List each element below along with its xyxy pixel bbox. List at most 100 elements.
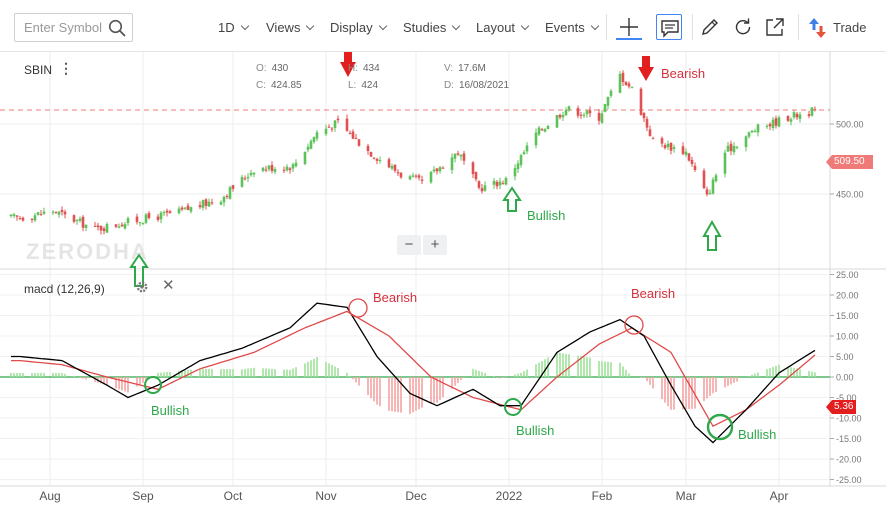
candle-body: [292, 164, 295, 168]
candle-body: [313, 137, 316, 142]
candle-body: [136, 217, 139, 223]
chart-toolbar: 1D Views Display Studies Layout Events T…: [0, 0, 886, 52]
candle-body: [589, 110, 592, 113]
candle-body: [52, 212, 55, 213]
studies-menu[interactable]: Studies: [403, 20, 459, 35]
candle-body: [43, 212, 46, 214]
candle-body: [334, 121, 337, 128]
candle-body: [316, 132, 319, 138]
candle-body: [748, 132, 751, 136]
macd-tick-label: 0.00: [836, 373, 854, 383]
candle-body: [625, 82, 628, 85]
macd-tick-label: -15.00: [836, 434, 862, 444]
bearish-arrow-icon: [638, 56, 654, 81]
refresh-button[interactable]: [730, 14, 756, 40]
zoom-in-button[interactable]: +: [423, 235, 447, 255]
candle-body: [394, 165, 397, 171]
candle-body: [16, 216, 19, 217]
candle-body: [325, 129, 328, 134]
events-menu[interactable]: Events: [545, 20, 598, 35]
symbol-search-box[interactable]: [14, 13, 133, 42]
candle-body: [331, 129, 334, 130]
candle-body: [226, 196, 229, 197]
bearish-crossover-marker: [349, 299, 367, 317]
candle-body: [229, 187, 232, 199]
candle-body: [379, 160, 382, 161]
month-tick-label: 2022: [496, 489, 523, 503]
candle-body: [169, 211, 172, 213]
candle-body: [22, 218, 25, 221]
candle-body: [55, 212, 58, 213]
candle-body: [97, 225, 100, 227]
popout-button[interactable]: [762, 14, 788, 40]
candle-body: [706, 189, 709, 194]
kebab-menu-icon[interactable]: ⋮: [59, 61, 73, 75]
candle-body: [100, 226, 103, 231]
candle-body: [505, 178, 508, 185]
candle-body: [76, 220, 79, 221]
candle-body: [751, 131, 754, 133]
candle-body: [94, 226, 97, 227]
close-icon[interactable]: ✕: [162, 278, 175, 294]
candle-body: [631, 87, 634, 88]
gear-icon[interactable]: [135, 280, 149, 294]
candle-body: [769, 124, 772, 126]
candle-body: [481, 188, 484, 191]
candle-body: [664, 145, 667, 148]
chevron-down-icon: [591, 22, 599, 30]
chart-area[interactable]: 500.00 450.00 25.00 20.00 15.00 10.00 5.00 0.0…: [0, 52, 886, 519]
candle-body: [562, 115, 565, 117]
candle-body: [514, 168, 517, 176]
crosshair-button[interactable]: [616, 14, 642, 40]
candle-body: [787, 116, 790, 121]
candle-body: [772, 120, 775, 128]
chart-canvas[interactable]: 500.00 450.00 25.00 20.00 15.00 10.00 5.00 0.0…: [0, 52, 886, 519]
candle-body: [397, 172, 400, 173]
popout-icon: [762, 14, 788, 40]
price-tick-label: 500.00: [836, 120, 864, 130]
candle-body: [433, 170, 436, 172]
candle-body: [565, 110, 568, 115]
candle-body: [544, 129, 547, 132]
candle-body: [10, 215, 13, 217]
views-menu[interactable]: Views: [266, 20, 313, 35]
comment-button[interactable]: [656, 14, 682, 40]
candle-body: [265, 169, 268, 170]
zoom-out-button[interactable]: −: [397, 235, 421, 255]
candle-body: [691, 160, 694, 164]
candle-body: [178, 209, 181, 214]
candle-body: [652, 138, 655, 139]
candle-body: [460, 155, 463, 157]
interval-dropdown[interactable]: 1D: [218, 20, 248, 35]
candle-body: [733, 146, 736, 152]
events-label: Events: [545, 20, 585, 35]
candle-body: [730, 144, 733, 151]
candle-body: [715, 175, 718, 181]
candle-body: [775, 118, 778, 125]
candle-body: [493, 181, 496, 185]
draw-button[interactable]: [697, 14, 723, 40]
candle-body: [661, 138, 664, 144]
symbol-search-input[interactable]: [15, 14, 107, 41]
candle-body: [436, 169, 439, 172]
ohlc-high: H: 434: [348, 63, 380, 74]
candle-body: [157, 217, 160, 220]
candle-body: [310, 141, 313, 149]
display-menu[interactable]: Display: [330, 20, 386, 35]
candle-body: [181, 208, 184, 210]
candle-body: [580, 115, 583, 116]
layout-label: Layout: [476, 20, 515, 35]
search-icon[interactable]: [108, 19, 126, 37]
candle-body: [127, 218, 130, 223]
ohlc-low: L: 424: [348, 80, 378, 91]
candle-body: [349, 133, 352, 134]
layout-menu[interactable]: Layout: [476, 20, 528, 35]
candle-body: [82, 217, 85, 228]
candle-body: [610, 91, 613, 96]
annotation-bullish: Bullish: [151, 403, 189, 418]
candle-body: [478, 181, 481, 188]
month-tick-label: Oct: [224, 489, 243, 503]
candle-body: [13, 214, 16, 216]
candle-body: [337, 119, 340, 120]
candle-body: [373, 158, 376, 159]
